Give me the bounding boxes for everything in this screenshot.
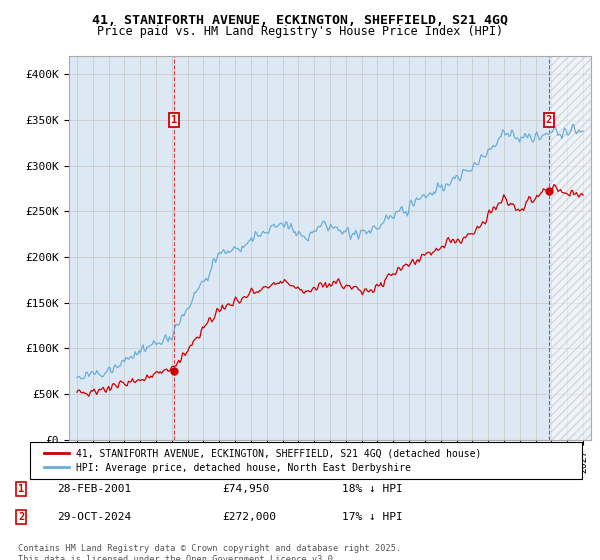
Text: 18% ↓ HPI: 18% ↓ HPI bbox=[342, 484, 403, 494]
Text: Contains HM Land Registry data © Crown copyright and database right 2025.
This d: Contains HM Land Registry data © Crown c… bbox=[18, 544, 401, 560]
Text: 2: 2 bbox=[18, 512, 24, 522]
Text: 1: 1 bbox=[18, 484, 24, 494]
Text: Price paid vs. HM Land Registry's House Price Index (HPI): Price paid vs. HM Land Registry's House … bbox=[97, 25, 503, 38]
Text: 41, STANIFORTH AVENUE, ECKINGTON, SHEFFIELD, S21 4GQ: 41, STANIFORTH AVENUE, ECKINGTON, SHEFFI… bbox=[92, 14, 508, 27]
Text: £74,950: £74,950 bbox=[222, 484, 269, 494]
Text: 1: 1 bbox=[171, 115, 178, 125]
Text: 17% ↓ HPI: 17% ↓ HPI bbox=[342, 512, 403, 522]
Legend: 41, STANIFORTH AVENUE, ECKINGTON, SHEFFIELD, S21 4GQ (detached house), HPI: Aver: 41, STANIFORTH AVENUE, ECKINGTON, SHEFFI… bbox=[40, 445, 485, 477]
Text: £272,000: £272,000 bbox=[222, 512, 276, 522]
Bar bbox=[551, 56, 591, 440]
FancyBboxPatch shape bbox=[30, 442, 582, 479]
Text: 2: 2 bbox=[545, 115, 552, 125]
Text: 28-FEB-2001: 28-FEB-2001 bbox=[57, 484, 131, 494]
Text: 29-OCT-2024: 29-OCT-2024 bbox=[57, 512, 131, 522]
